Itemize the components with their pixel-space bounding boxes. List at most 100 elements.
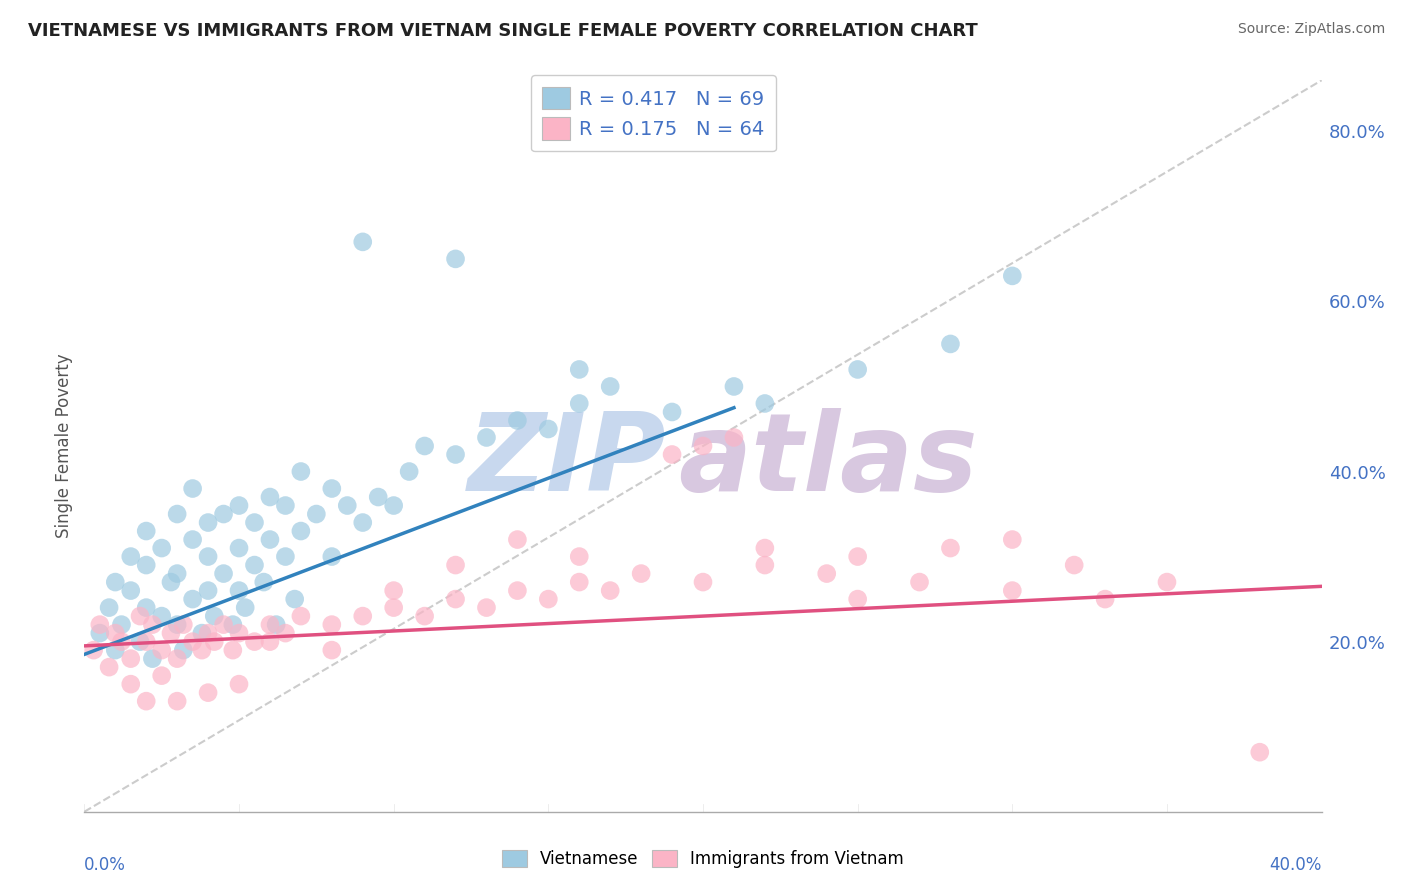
- Point: [599, 379, 621, 393]
- Point: [723, 430, 745, 444]
- Point: [141, 617, 163, 632]
- Point: [110, 634, 132, 648]
- Point: [135, 694, 157, 708]
- Point: [321, 617, 343, 632]
- Point: [815, 566, 838, 581]
- Point: [228, 583, 250, 598]
- Point: [129, 609, 152, 624]
- Legend: Vietnamese, Immigrants from Vietnam: Vietnamese, Immigrants from Vietnam: [495, 843, 911, 875]
- Point: [135, 524, 157, 538]
- Point: [413, 609, 436, 624]
- Point: [197, 549, 219, 564]
- Point: [290, 465, 312, 479]
- Text: 0.0%: 0.0%: [84, 855, 127, 873]
- Point: [568, 362, 591, 376]
- Point: [259, 617, 281, 632]
- Text: 40.0%: 40.0%: [1270, 855, 1322, 873]
- Point: [197, 583, 219, 598]
- Point: [172, 643, 194, 657]
- Point: [444, 558, 467, 572]
- Point: [243, 516, 266, 530]
- Point: [413, 439, 436, 453]
- Legend: R = 0.417   N = 69, R = 0.175   N = 64: R = 0.417 N = 69, R = 0.175 N = 64: [530, 75, 776, 152]
- Point: [181, 533, 204, 547]
- Point: [568, 575, 591, 590]
- Point: [202, 634, 225, 648]
- Point: [197, 516, 219, 530]
- Point: [150, 541, 173, 555]
- Text: Source: ZipAtlas.com: Source: ZipAtlas.com: [1237, 22, 1385, 37]
- Point: [506, 583, 529, 598]
- Point: [939, 337, 962, 351]
- Point: [352, 516, 374, 530]
- Point: [259, 533, 281, 547]
- Point: [98, 660, 121, 674]
- Point: [1094, 592, 1116, 607]
- Point: [141, 651, 163, 665]
- Point: [846, 592, 869, 607]
- Point: [1249, 745, 1271, 759]
- Point: [444, 252, 467, 266]
- Point: [382, 583, 405, 598]
- Point: [129, 634, 152, 648]
- Point: [1001, 583, 1024, 598]
- Point: [352, 609, 374, 624]
- Point: [135, 600, 157, 615]
- Text: VIETNAMESE VS IMMIGRANTS FROM VIETNAM SINGLE FEMALE POVERTY CORRELATION CHART: VIETNAMESE VS IMMIGRANTS FROM VIETNAM SI…: [28, 22, 977, 40]
- Point: [352, 235, 374, 249]
- Point: [754, 541, 776, 555]
- Point: [150, 643, 173, 657]
- Point: [191, 643, 214, 657]
- Point: [83, 643, 105, 657]
- Point: [259, 634, 281, 648]
- Point: [475, 430, 498, 444]
- Point: [274, 549, 297, 564]
- Point: [160, 575, 183, 590]
- Point: [150, 609, 173, 624]
- Point: [253, 575, 276, 590]
- Point: [166, 617, 188, 632]
- Point: [599, 583, 621, 598]
- Point: [104, 575, 127, 590]
- Point: [243, 558, 266, 572]
- Point: [212, 617, 235, 632]
- Point: [274, 626, 297, 640]
- Point: [228, 499, 250, 513]
- Point: [228, 541, 250, 555]
- Point: [181, 482, 204, 496]
- Point: [444, 592, 467, 607]
- Point: [661, 448, 683, 462]
- Point: [89, 617, 111, 632]
- Point: [264, 617, 287, 632]
- Point: [135, 634, 157, 648]
- Point: [568, 396, 591, 410]
- Point: [166, 566, 188, 581]
- Point: [537, 592, 560, 607]
- Point: [274, 499, 297, 513]
- Point: [150, 668, 173, 682]
- Point: [166, 507, 188, 521]
- Point: [120, 677, 142, 691]
- Point: [382, 600, 405, 615]
- Point: [939, 541, 962, 555]
- Point: [243, 634, 266, 648]
- Point: [692, 439, 714, 453]
- Point: [120, 583, 142, 598]
- Point: [754, 558, 776, 572]
- Point: [135, 558, 157, 572]
- Point: [212, 566, 235, 581]
- Point: [120, 549, 142, 564]
- Point: [181, 592, 204, 607]
- Point: [120, 651, 142, 665]
- Point: [661, 405, 683, 419]
- Point: [1156, 575, 1178, 590]
- Text: ZIP: ZIP: [468, 408, 666, 514]
- Point: [166, 694, 188, 708]
- Point: [1001, 268, 1024, 283]
- Point: [202, 609, 225, 624]
- Point: [228, 626, 250, 640]
- Point: [197, 686, 219, 700]
- Point: [305, 507, 328, 521]
- Point: [908, 575, 931, 590]
- Point: [475, 600, 498, 615]
